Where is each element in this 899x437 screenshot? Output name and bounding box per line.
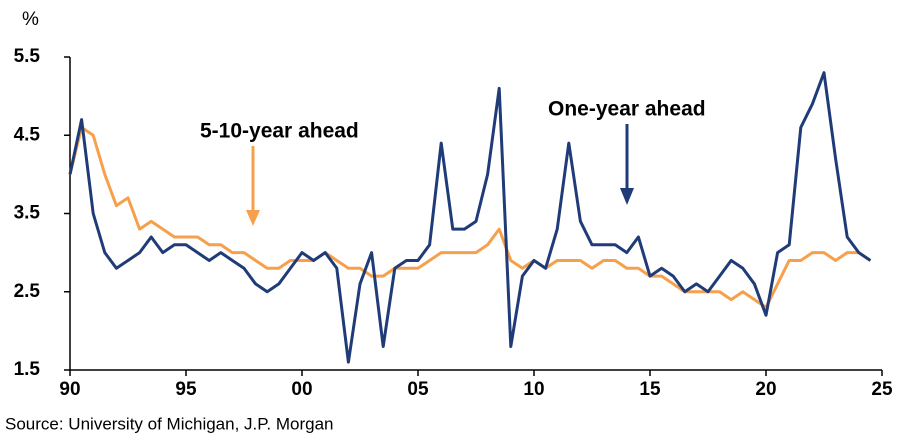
- y-tick-label: 5.5: [14, 46, 41, 67]
- annotation-arrow-head: [620, 188, 634, 205]
- y-tick-label: 4.5: [14, 124, 41, 145]
- x-tick-label: 95: [175, 379, 197, 400]
- x-tick-label: 20: [755, 379, 776, 400]
- y-unit-label: %: [22, 9, 39, 30]
- x-tick-label: 90: [59, 379, 80, 400]
- x-tick-label: 15: [639, 379, 661, 400]
- x-tick-label: 05: [407, 379, 429, 400]
- series-line: [68, 125, 872, 309]
- x-tick-label: 00: [291, 379, 312, 400]
- annotation: 5-10-year ahead: [200, 120, 359, 143]
- source-note: Source: University of Michigan, J.P. Mor…: [5, 414, 334, 433]
- x-tick-label: 25: [871, 379, 893, 400]
- y-tick-label: 1.5: [14, 359, 41, 380]
- annotation: One-year ahead: [548, 98, 706, 121]
- y-tick-label: 2.5: [14, 281, 41, 302]
- series-line: [68, 71, 872, 364]
- x-tick-label: 10: [523, 379, 544, 400]
- annotation-arrow-head: [246, 210, 260, 226]
- y-tick-label: 3.5: [14, 203, 41, 224]
